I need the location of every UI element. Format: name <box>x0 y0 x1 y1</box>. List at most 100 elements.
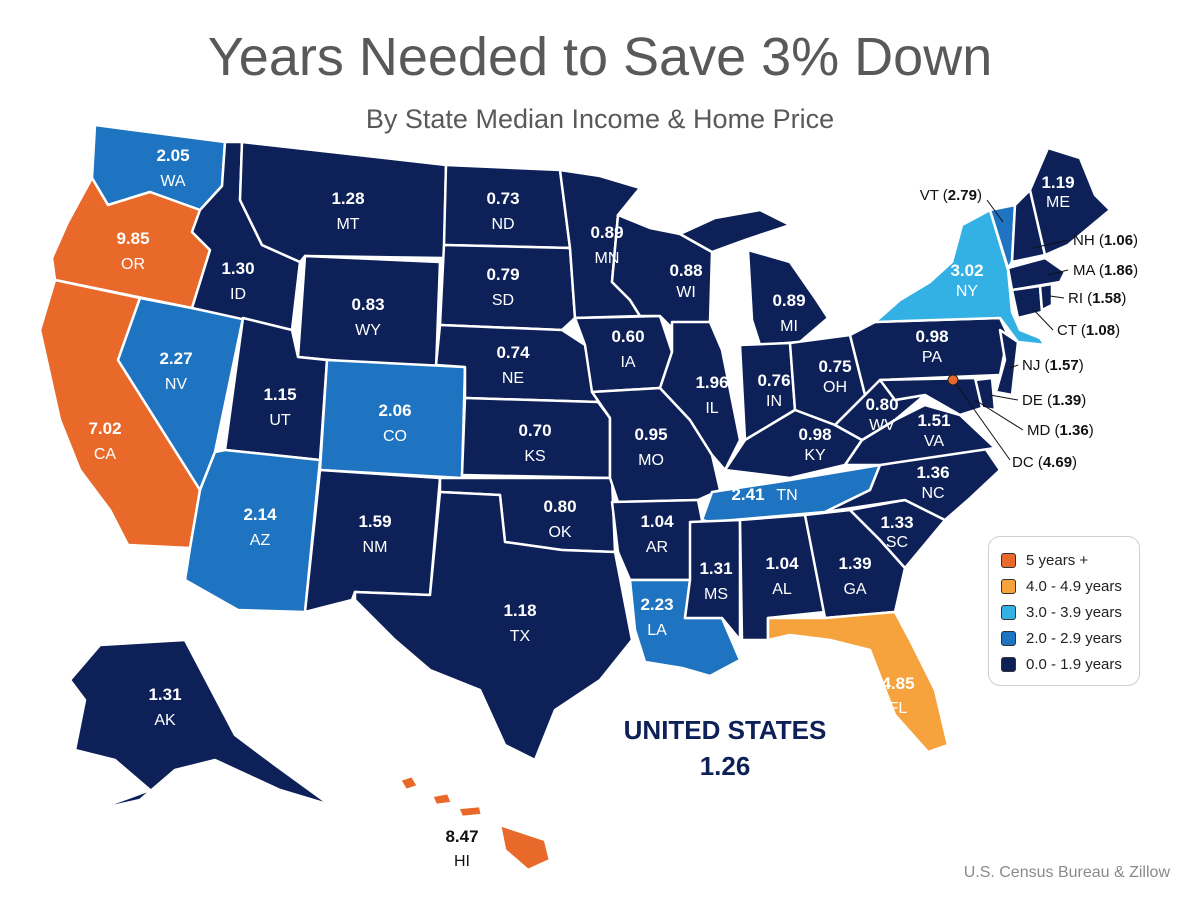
callout-MD: MD (1.36) <box>1027 422 1094 439</box>
state-value-LA: 2.23 <box>640 595 673 614</box>
state-abbr-IL: IL <box>705 400 718 417</box>
state-abbr-IA: IA <box>620 354 635 371</box>
state-value-WY: 0.83 <box>351 295 384 314</box>
state-MA <box>1006 256 1067 292</box>
callout-CT: CT (1.08) <box>1057 322 1120 339</box>
legend-item: 4.0 - 4.9 years <box>1001 573 1127 599</box>
state-abbr-UT: UT <box>269 412 291 429</box>
state-FL <box>766 610 950 754</box>
state-abbr-KS: KS <box>524 448 545 465</box>
callout-RI: RI (1.58) <box>1068 290 1126 307</box>
state-abbr-LA: LA <box>647 622 667 639</box>
state-abbr-WV: WV <box>869 417 895 434</box>
state-value-UT: 1.15 <box>263 385 296 404</box>
state-abbr-NM: NM <box>363 539 388 556</box>
legend: 5 years + 4.0 - 4.9 years 3.0 - 3.9 year… <box>988 536 1140 686</box>
state-MI <box>678 208 830 347</box>
legend-item: 5 years + <box>1001 547 1127 573</box>
legend-label: 3.0 - 3.9 years <box>1026 603 1122 621</box>
legend-label: 4.0 - 4.9 years <box>1026 577 1122 595</box>
state-value-MN: 0.89 <box>590 223 623 242</box>
legend-item: 0.0 - 1.9 years <box>1001 651 1127 677</box>
state-abbr-KY: KY <box>804 447 826 464</box>
state-value-OR: 9.85 <box>116 229 149 248</box>
legend-label: 5 years + <box>1026 551 1089 569</box>
dc-dot <box>947 374 959 386</box>
state-abbr-WA: WA <box>160 173 186 190</box>
state-value-OK: 0.80 <box>543 497 576 516</box>
state-abbr-VA: VA <box>924 433 944 450</box>
state-abbr-HI: HI <box>454 853 470 870</box>
state-abbr-NV: NV <box>165 376 188 393</box>
dc-marker <box>947 374 959 386</box>
state-value-HI: 8.47 <box>445 827 478 846</box>
state-WI <box>610 213 714 328</box>
callout-MA: MA (1.86) <box>1073 262 1138 279</box>
state-value-AR: 1.04 <box>640 512 674 531</box>
leader-MA <box>1047 269 1069 276</box>
leader-VT <box>986 199 1004 223</box>
state-value-ND: 0.73 <box>486 189 519 208</box>
state-value-NM: 1.59 <box>358 512 391 531</box>
state-abbr-NY: NY <box>956 283 979 300</box>
legend-label: 0.0 - 1.9 years <box>1026 655 1122 673</box>
state-NC <box>823 446 1002 522</box>
state-abbr-OK: OK <box>548 524 571 541</box>
state-labels: 2.05 WA 9.85 OR 7.02 CA 2.27 NV 1.30 ID … <box>88 146 1074 870</box>
state-value-NC: 1.36 <box>916 463 949 482</box>
callout-VT: VT (2.79) <box>920 187 982 204</box>
state-AK <box>68 638 332 812</box>
state-abbr-NC: NC <box>921 485 944 502</box>
callout-NH: NH (1.06) <box>1073 232 1138 249</box>
callout-DE: DE (1.39) <box>1022 392 1086 409</box>
map-title: Years Needed to Save 3% Down <box>207 27 993 87</box>
state-value-SD: 0.79 <box>486 265 519 284</box>
state-value-MS: 1.31 <box>699 559 732 578</box>
leader-MD <box>974 399 1024 431</box>
state-TX <box>353 490 634 762</box>
legend-swatch <box>1001 552 1016 568</box>
national-label: UNITED STATES <box>623 715 827 745</box>
state-value-MI: 0.89 <box>772 291 805 310</box>
state-value-KY: 0.98 <box>798 425 831 444</box>
leader-DE <box>989 394 1019 401</box>
state-abbr-FL: FL <box>889 700 908 717</box>
state-IL <box>658 320 742 472</box>
state-abbr-AL: AL <box>772 581 792 598</box>
state-value-AZ: 2.14 <box>243 505 277 524</box>
national-average: UNITED STATES 1.26 <box>600 712 850 784</box>
state-abbr-MT: MT <box>336 216 359 233</box>
callout-NJ: NJ (1.57) <box>1022 357 1084 374</box>
state-value-WA: 2.05 <box>156 146 189 165</box>
leader-NH <box>1032 239 1069 249</box>
legend-label: 2.0 - 2.9 years <box>1026 629 1122 647</box>
state-abbr-PA: PA <box>922 349 942 366</box>
state-abbr-AZ: AZ <box>250 532 271 549</box>
small-state-callouts: VT (2.79) NH (1.06) MA (1.86) RI (1.58) … <box>920 187 1138 471</box>
state-value-WI: 0.88 <box>669 261 702 280</box>
state-ME <box>1028 146 1112 257</box>
state-value-AL: 1.04 <box>765 554 799 573</box>
state-value-IA: 0.60 <box>611 327 644 346</box>
state-abbr-ID: ID <box>230 286 246 303</box>
state-value-OH: 0.75 <box>818 357 851 376</box>
state-value-VA: 1.51 <box>917 411 950 430</box>
state-AZ <box>183 448 322 614</box>
state-value-GA: 1.39 <box>838 554 871 573</box>
legend-swatch <box>1001 578 1016 594</box>
legend-swatch <box>1001 604 1016 620</box>
callout-leaders <box>955 199 1069 461</box>
state-shapes <box>38 123 1112 872</box>
state-value-NE: 0.74 <box>496 343 530 362</box>
state-abbr-TN: TN <box>776 487 797 504</box>
state-abbr-MS: MS <box>704 586 728 603</box>
state-abbr-WI: WI <box>676 284 696 301</box>
state-abbr-SD: SD <box>492 292 514 309</box>
state-abbr-NE: NE <box>502 370 524 387</box>
source-credit: U.S. Census Bureau & Zillow <box>963 864 1170 881</box>
leader-RI <box>1049 295 1065 299</box>
legend-swatch <box>1001 656 1016 672</box>
state-value-KS: 0.70 <box>518 421 551 440</box>
map-subtitle: By State Median Income & Home Price <box>365 104 835 134</box>
